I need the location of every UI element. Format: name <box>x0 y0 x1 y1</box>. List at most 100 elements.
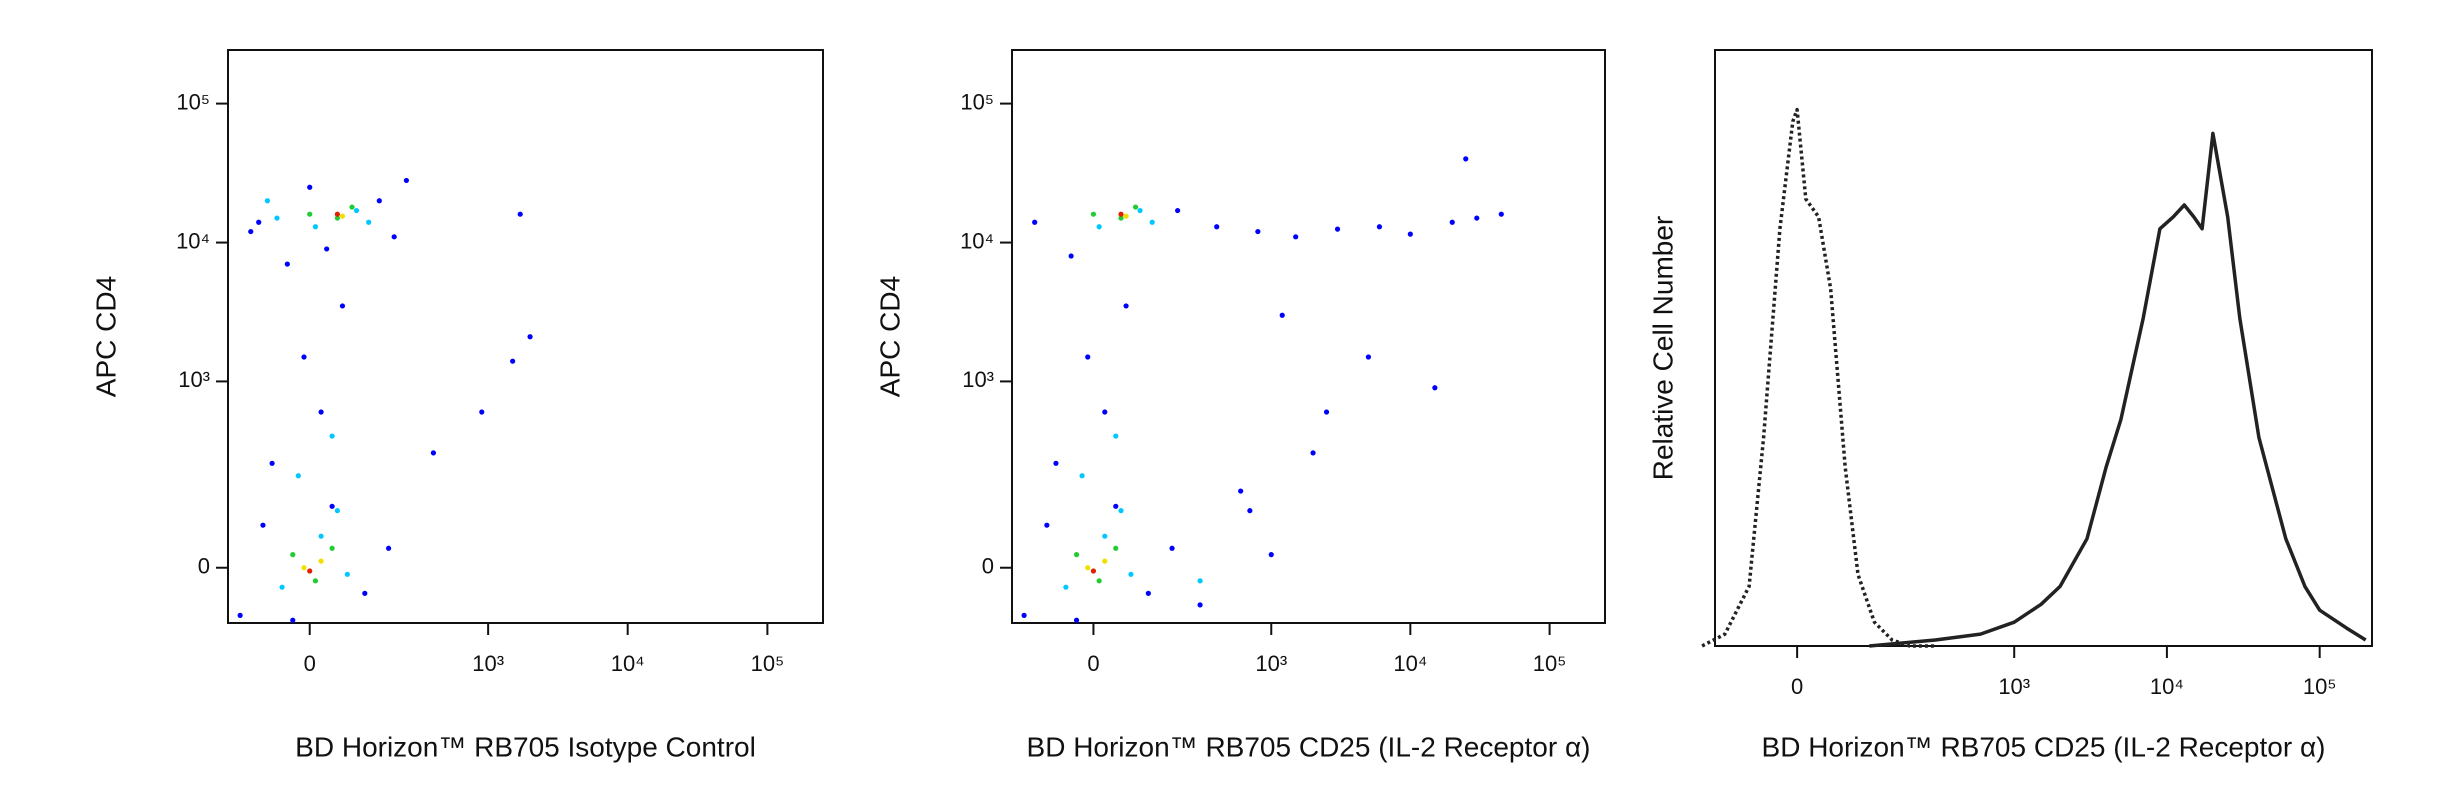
event-dot <box>1118 215 1124 221</box>
event-dot <box>1169 545 1175 551</box>
x-tick-label: 10⁵ <box>751 651 785 676</box>
event-dot <box>284 261 290 267</box>
event-dot <box>1498 211 1504 217</box>
event-dot <box>1096 224 1102 230</box>
event-dot <box>318 558 324 564</box>
event-dot <box>339 303 346 309</box>
event-dot <box>256 219 262 225</box>
event-dot <box>1310 450 1316 456</box>
x-tick-label: 10⁵ <box>2303 674 2337 699</box>
event-dot <box>318 409 324 415</box>
event-dot <box>1079 473 1085 479</box>
event-dot <box>1085 354 1091 360</box>
event-dot <box>1113 433 1119 439</box>
event-dot <box>339 213 346 219</box>
event-dot <box>1118 211 1124 217</box>
event-dot <box>1068 253 1074 259</box>
event-dot <box>1449 219 1455 225</box>
event-dot <box>269 460 275 466</box>
event-dot <box>362 590 368 596</box>
x-tick-label: 0 <box>1087 651 1099 676</box>
event-dot <box>385 545 392 551</box>
event-dot <box>1474 215 1480 221</box>
x-tick-label: 10³ <box>1255 651 1287 676</box>
event-dot <box>1073 552 1080 558</box>
event-dot <box>334 211 340 217</box>
event-dot <box>307 184 313 190</box>
event-dot <box>1279 312 1285 318</box>
event-dot <box>1123 213 1129 219</box>
event-dot <box>1137 207 1143 214</box>
event-dot <box>260 522 266 528</box>
event-dot <box>1096 578 1102 584</box>
event-dot <box>376 198 382 204</box>
event-dot <box>1149 219 1155 225</box>
event-dot <box>349 204 355 210</box>
event-dot <box>1102 409 1108 415</box>
event-dot <box>1145 590 1151 596</box>
event-dot <box>1214 224 1220 230</box>
event-dot <box>391 234 397 240</box>
event-dot <box>1132 204 1139 210</box>
event-dot <box>334 508 340 514</box>
event-dot <box>264 198 271 204</box>
y-tick-label: 0 <box>198 554 210 579</box>
y-tick-label: 10³ <box>962 367 994 392</box>
x-tick-label: 0 <box>304 651 316 676</box>
event-dot <box>353 207 360 214</box>
plot-frame <box>1011 49 1606 624</box>
plot-frame <box>1714 49 2373 647</box>
event-dot <box>1090 211 1097 217</box>
event-dot <box>307 211 313 217</box>
x-tick-label: 10³ <box>472 651 504 676</box>
histogram-line <box>1869 131 2367 648</box>
event-dot <box>1123 303 1129 309</box>
event-dot <box>1407 231 1413 237</box>
event-dot <box>1255 228 1261 235</box>
plot-frame <box>227 49 824 624</box>
event-dot <box>1118 508 1124 514</box>
event-dot <box>510 358 516 364</box>
event-dot <box>430 450 437 456</box>
event-dot <box>1323 409 1330 415</box>
event-dot <box>1085 565 1091 571</box>
event-dot <box>1128 571 1134 577</box>
event-dot <box>1102 533 1108 539</box>
y-tick-label: 10⁵ <box>176 89 210 114</box>
x-tick-label: 10⁴ <box>2150 674 2184 699</box>
event-dot <box>279 584 285 590</box>
x-tick-label: 10⁵ <box>1533 651 1567 676</box>
event-dot <box>1268 552 1274 558</box>
event-dot <box>366 219 372 225</box>
x-tick-label: 0 <box>1791 674 1803 699</box>
event-dot <box>1197 602 1203 608</box>
event-dot <box>307 568 313 574</box>
event-dot <box>312 224 319 230</box>
x-tick-label: 10³ <box>1998 674 2030 699</box>
event-dot <box>527 334 533 340</box>
event-dot <box>301 565 307 571</box>
x-tick-label: 10⁴ <box>1393 651 1427 676</box>
y-tick-label: 10⁵ <box>960 89 994 114</box>
y-tick-label: 10⁴ <box>176 228 210 253</box>
event-dot <box>1102 558 1108 564</box>
event-dot <box>1113 545 1119 551</box>
y-tick-label: 10³ <box>178 367 210 392</box>
event-dot <box>1063 584 1069 590</box>
event-dot <box>1247 508 1253 514</box>
event-dot <box>1293 234 1299 240</box>
x-axis-label: BD Horizon™ RB705 Isotype Control <box>295 731 756 762</box>
event-dot <box>1197 578 1203 584</box>
event-dot <box>1021 612 1027 618</box>
y-axis-label: APC CD4 <box>90 276 121 397</box>
event-dot <box>295 473 301 479</box>
event-dot <box>1432 385 1438 391</box>
event-dot <box>1376 224 1383 230</box>
event-dot <box>1113 503 1119 509</box>
event-dot <box>290 617 296 623</box>
event-dot <box>1238 488 1244 494</box>
event-dot <box>1334 226 1341 232</box>
event-dot <box>248 228 254 235</box>
event-dot <box>1044 522 1050 528</box>
